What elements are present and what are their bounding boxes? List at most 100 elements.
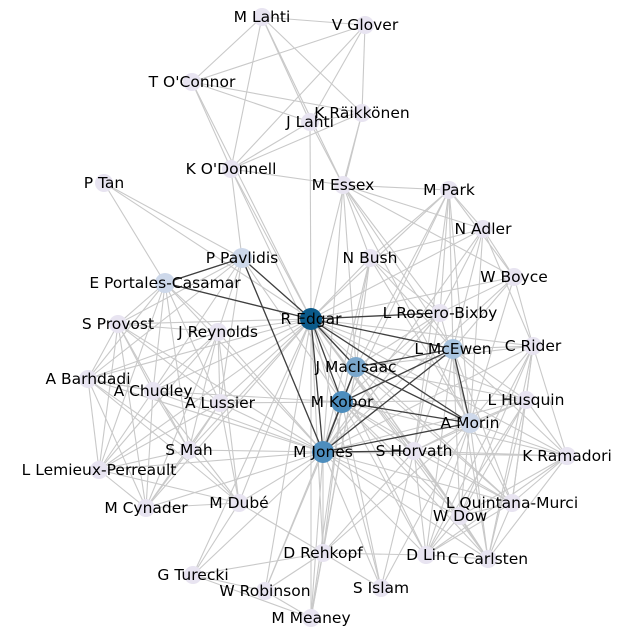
- node-m-cynader[interactable]: [137, 499, 155, 517]
- node-m-kobor[interactable]: [331, 391, 353, 413]
- edge-m-lahti-k-odonnell: [230, 16, 263, 170]
- node-m-park[interactable]: [440, 181, 458, 199]
- edge-s-mah-m-jones: [188, 449, 324, 453]
- node-a-barhdadi[interactable]: [79, 370, 97, 388]
- edge-s-provost-m-cynader: [117, 323, 147, 509]
- edge-d-lin-s-horvath: [413, 450, 427, 556]
- node-m-jones[interactable]: [312, 441, 334, 463]
- node-p-tan[interactable]: [95, 174, 113, 192]
- node-k-ramadori[interactable]: [558, 447, 576, 465]
- edge-d-lin-m-jones: [322, 451, 427, 556]
- edge-l-lemieux-m-dube: [98, 469, 240, 504]
- node-s-provost[interactable]: [109, 315, 127, 333]
- edge-g-turecki-w-robinson: [192, 574, 266, 592]
- edge-a-lussier-r-edgar: [219, 318, 312, 404]
- node-m-meaney[interactable]: [302, 609, 320, 627]
- node-s-islam[interactable]: [372, 579, 390, 597]
- node-w-boyce[interactable]: [505, 268, 523, 286]
- node-a-lussier[interactable]: [211, 394, 229, 412]
- node-w-dow[interactable]: [451, 507, 469, 525]
- edge-t-oconnor-r-edgar: [191, 81, 312, 320]
- edge-k-ramadori-w-dow: [459, 455, 568, 517]
- edge-a-chudley-s-mah: [152, 390, 190, 451]
- edge-g-turecki-m-jones: [192, 451, 324, 576]
- edge-m-essex-m-park: [342, 184, 450, 191]
- edge-a-lussier-l-lemieux: [98, 402, 221, 471]
- node-n-bush[interactable]: [361, 249, 379, 267]
- edge-t-oconnor-j-lahti: [191, 81, 311, 123]
- edge-m-dube-d-rehkopf: [238, 502, 324, 554]
- edge-m-kobor-l-husquin: [341, 399, 527, 403]
- strong-edge-m-kobor-a-morin: [341, 401, 471, 424]
- edge-s-mah-r-edgar: [188, 318, 312, 451]
- node-s-horvath[interactable]: [405, 442, 423, 460]
- node-m-essex[interactable]: [334, 176, 352, 194]
- node-l-mcewen[interactable]: [443, 339, 463, 359]
- edge-k-ramadori-c-carlsten: [487, 455, 568, 560]
- edge-a-barhdadi-s-mah: [87, 378, 190, 451]
- node-l-lemieux[interactable]: [90, 461, 108, 479]
- node-label-l-quintana: L Quintana-Murci: [446, 494, 578, 512]
- edge-m-park-n-bush: [369, 189, 450, 259]
- node-e-portales[interactable]: [155, 273, 175, 293]
- node-a-morin[interactable]: [460, 413, 480, 433]
- edge-m-lahti-t-oconnor: [191, 16, 263, 83]
- edge-a-morin-d-lin: [425, 422, 471, 556]
- node-r-edgar[interactable]: [300, 308, 322, 330]
- node-k-odonnell[interactable]: [222, 160, 240, 178]
- node-m-dube[interactable]: [230, 494, 248, 512]
- node-l-rosero[interactable]: [431, 304, 449, 322]
- edge-l-lemieux-m-cynader: [98, 469, 147, 509]
- edge-l-rosero-a-morin: [439, 312, 471, 424]
- node-j-reynolds[interactable]: [209, 323, 227, 341]
- node-d-rehkopf[interactable]: [314, 544, 332, 562]
- node-label-l-lemieux: L Lemieux-Perreault: [22, 461, 177, 479]
- node-l-husquin[interactable]: [517, 391, 535, 409]
- node-c-rider[interactable]: [524, 337, 542, 355]
- node-g-turecki[interactable]: [184, 566, 202, 584]
- node-t-oconnor[interactable]: [183, 73, 201, 91]
- node-label-g-turecki: G Turecki: [157, 566, 228, 584]
- node-v-glover[interactable]: [356, 16, 374, 34]
- edge-d-lin-m-kobor: [341, 401, 427, 556]
- node-m-lahti[interactable]: [253, 8, 271, 26]
- edge-e-portales-j-reynolds: [164, 282, 219, 333]
- node-n-adler[interactable]: [474, 220, 492, 238]
- node-a-chudley[interactable]: [144, 382, 162, 400]
- edge-m-essex-w-boyce: [342, 184, 515, 278]
- edge-a-barhdadi-m-dube: [87, 378, 240, 504]
- edge-a-morin-s-horvath: [413, 422, 471, 452]
- edge-p-pavlidis-a-chudley: [152, 257, 243, 392]
- edge-s-provost-j-reynolds: [117, 323, 219, 333]
- edge-g-turecki-r-edgar: [192, 318, 312, 576]
- node-l-quintana[interactable]: [503, 494, 521, 512]
- edge-m-lahti-k-raikkonen: [261, 16, 363, 114]
- node-label-m-park: M Park: [423, 181, 475, 199]
- node-d-lin[interactable]: [417, 546, 435, 564]
- edge-k-odonnell-r-edgar: [230, 168, 312, 320]
- edge-m-cynader-m-jones: [145, 451, 324, 509]
- node-label-k-raikkonen: K Räikkönen: [314, 104, 409, 122]
- node-label-m-essex: M Essex: [312, 176, 375, 194]
- edge-s-provost-r-edgar: [117, 318, 312, 325]
- node-label-w-robinson: W Robinson: [219, 582, 310, 600]
- edge-j-reynolds-s-mah: [188, 331, 219, 451]
- edge-n-bush-l-mcewen: [369, 257, 454, 350]
- node-c-carlsten[interactable]: [479, 550, 497, 568]
- node-k-raikkonen[interactable]: [353, 104, 371, 122]
- node-w-robinson[interactable]: [256, 582, 274, 600]
- node-label-p-pavlidis: P Pavlidis: [206, 249, 278, 267]
- node-p-pavlidis[interactable]: [232, 248, 252, 268]
- edge-m-kobor-k-ramadori: [341, 401, 568, 457]
- node-s-mah[interactable]: [180, 441, 198, 459]
- node-j-lahti[interactable]: [301, 113, 319, 131]
- edge-k-ramadori-l-quintana: [511, 455, 568, 504]
- node-label-s-islam: S Islam: [353, 579, 409, 597]
- edge-s-horvath-s-islam: [380, 450, 415, 589]
- edge-g-turecki-m-meaney: [192, 574, 312, 619]
- node-j-macisaac[interactable]: [346, 357, 366, 377]
- edge-l-mcewen-s-horvath: [413, 348, 454, 452]
- node-label-k-ramadori: K Ramadori: [522, 447, 612, 465]
- edge-e-portales-m-jones: [164, 282, 324, 453]
- edge-c-rider-l-mcewen: [452, 345, 534, 350]
